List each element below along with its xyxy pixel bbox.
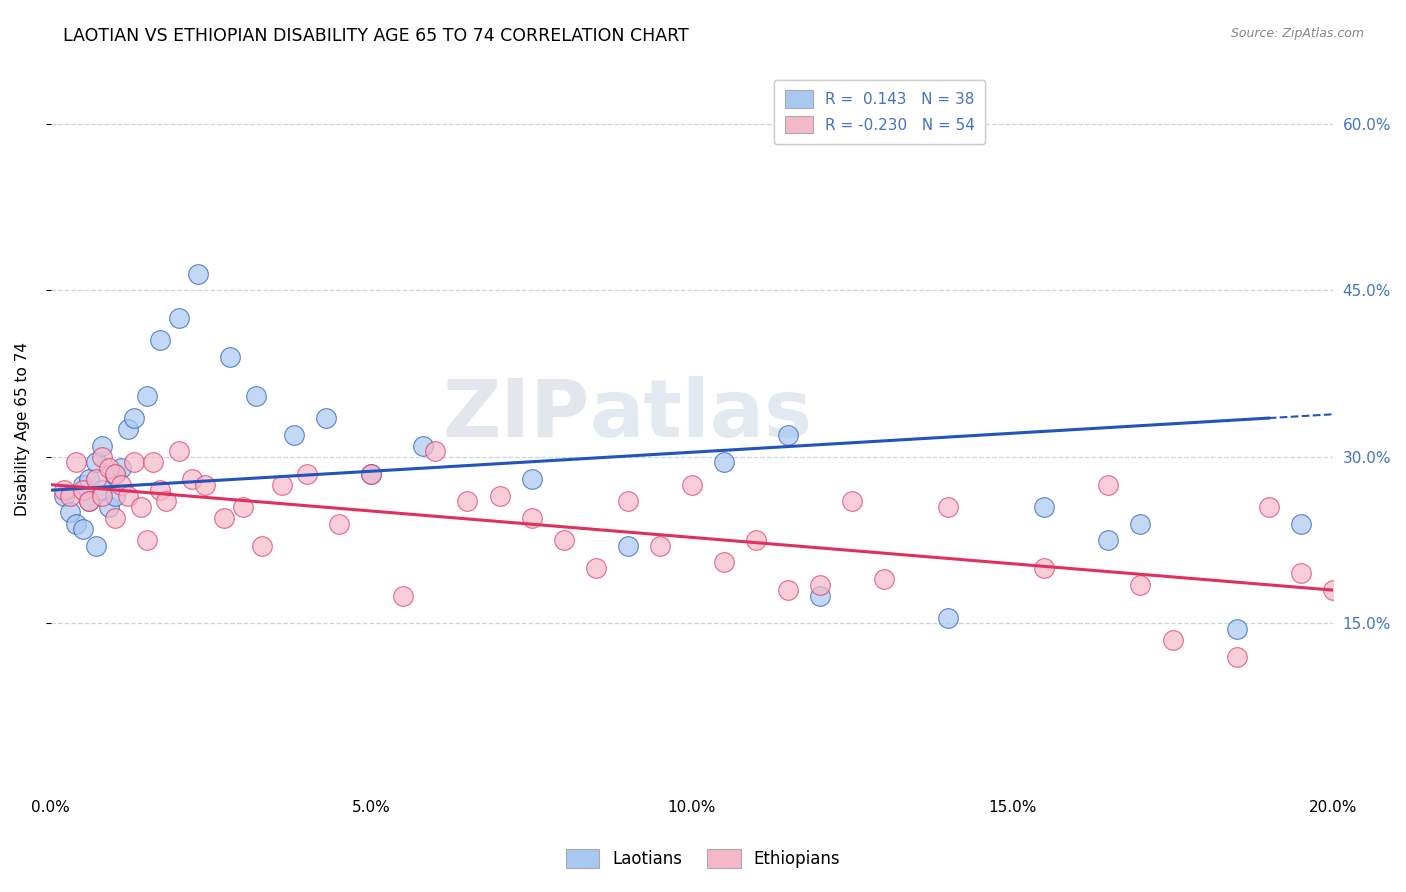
Point	[585, 561, 607, 575]
Point	[65, 455, 87, 469]
Point	[149, 334, 172, 348]
Point	[616, 494, 638, 508]
Point	[873, 572, 896, 586]
Legend: Laotians, Ethiopians: Laotians, Ethiopians	[558, 842, 848, 875]
Point	[456, 494, 478, 508]
Point	[52, 483, 75, 498]
Point	[283, 427, 305, 442]
Point	[110, 461, 132, 475]
Point	[713, 555, 735, 569]
Point	[110, 477, 132, 491]
Point	[97, 461, 120, 475]
Point	[129, 500, 152, 514]
Point	[1226, 622, 1249, 636]
Point	[1129, 516, 1152, 531]
Point	[392, 589, 415, 603]
Point	[412, 439, 434, 453]
Point	[360, 467, 382, 481]
Point	[648, 539, 671, 553]
Point	[187, 267, 209, 281]
Point	[616, 539, 638, 553]
Point	[245, 389, 267, 403]
Y-axis label: Disability Age 65 to 74: Disability Age 65 to 74	[15, 343, 30, 516]
Point	[79, 494, 101, 508]
Point	[328, 516, 350, 531]
Point	[776, 427, 799, 442]
Text: ZIP: ZIP	[441, 376, 589, 454]
Point	[59, 505, 82, 519]
Point	[1129, 577, 1152, 591]
Point	[91, 439, 114, 453]
Point	[488, 489, 510, 503]
Point	[84, 455, 107, 469]
Point	[252, 539, 274, 553]
Point	[104, 467, 127, 481]
Point	[65, 516, 87, 531]
Point	[270, 477, 292, 491]
Point	[776, 583, 799, 598]
Text: atlas: atlas	[589, 376, 813, 454]
Point	[520, 472, 543, 486]
Point	[79, 472, 101, 486]
Point	[553, 533, 575, 548]
Point	[59, 489, 82, 503]
Point	[72, 522, 94, 536]
Point	[1161, 633, 1184, 648]
Point	[194, 477, 217, 491]
Point	[425, 444, 447, 458]
Point	[167, 444, 190, 458]
Point	[745, 533, 768, 548]
Point	[79, 494, 101, 508]
Point	[360, 467, 382, 481]
Point	[520, 511, 543, 525]
Point	[841, 494, 863, 508]
Point	[117, 489, 139, 503]
Point	[117, 422, 139, 436]
Point	[91, 450, 114, 464]
Point	[104, 489, 127, 503]
Text: Source: ZipAtlas.com: Source: ZipAtlas.com	[1230, 27, 1364, 40]
Point	[52, 489, 75, 503]
Point	[1322, 583, 1344, 598]
Point	[72, 477, 94, 491]
Point	[936, 611, 959, 625]
Point	[91, 489, 114, 503]
Point	[232, 500, 254, 514]
Point	[1033, 561, 1056, 575]
Point	[1097, 533, 1119, 548]
Point	[84, 539, 107, 553]
Point	[212, 511, 235, 525]
Point	[808, 577, 831, 591]
Point	[297, 467, 319, 481]
Point	[136, 389, 159, 403]
Text: LAOTIAN VS ETHIOPIAN DISABILITY AGE 65 TO 74 CORRELATION CHART: LAOTIAN VS ETHIOPIAN DISABILITY AGE 65 T…	[63, 27, 689, 45]
Point	[1097, 477, 1119, 491]
Point	[136, 533, 159, 548]
Point	[155, 494, 177, 508]
Point	[808, 589, 831, 603]
Point	[681, 477, 703, 491]
Point	[713, 455, 735, 469]
Legend: R =  0.143   N = 38, R = -0.230   N = 54: R = 0.143 N = 38, R = -0.230 N = 54	[775, 79, 986, 145]
Point	[936, 500, 959, 514]
Point	[167, 311, 190, 326]
Point	[1226, 649, 1249, 664]
Point	[1257, 500, 1279, 514]
Point	[122, 455, 145, 469]
Point	[104, 467, 127, 481]
Point	[122, 411, 145, 425]
Point	[149, 483, 172, 498]
Point	[104, 511, 127, 525]
Point	[97, 500, 120, 514]
Point	[91, 483, 114, 498]
Point	[84, 472, 107, 486]
Point	[1289, 516, 1312, 531]
Point	[219, 350, 242, 364]
Point	[72, 483, 94, 498]
Point	[1033, 500, 1056, 514]
Point	[180, 472, 202, 486]
Point	[315, 411, 337, 425]
Point	[1289, 566, 1312, 581]
Point	[142, 455, 165, 469]
